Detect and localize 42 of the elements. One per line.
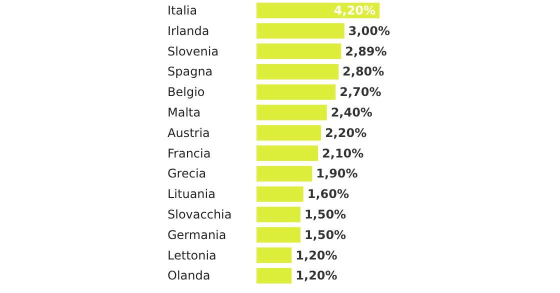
- y-tick-label: Lituania: [168, 187, 216, 202]
- y-tick-label: Irlanda: [168, 24, 210, 38]
- bar: [256, 84, 336, 100]
- y-tick-label: Slovenia: [168, 44, 219, 58]
- bar: [256, 104, 327, 120]
- data-label: 1,60%: [307, 187, 350, 202]
- data-label: 2,80%: [342, 64, 384, 79]
- y-tick-label: Belgio: [168, 85, 205, 100]
- y-tick-label: Grecia: [168, 166, 206, 181]
- bar: [256, 166, 312, 182]
- data-label: 4,20%: [334, 4, 376, 18]
- data-label: 1,50%: [304, 228, 346, 242]
- bar: [256, 206, 300, 222]
- data-label: 1,20%: [296, 248, 338, 262]
- data-label: 2,40%: [330, 106, 372, 120]
- y-tick-label: Italia: [168, 4, 198, 18]
- bar: [256, 2, 380, 18]
- data-label: 2,70%: [340, 85, 382, 100]
- y-tick-label: Austria: [168, 126, 210, 140]
- bar: [256, 186, 304, 202]
- bar: [256, 64, 339, 80]
- y-tick-label: Spagna: [168, 64, 213, 79]
- y-tick-label: Malta: [168, 106, 201, 120]
- bar: [256, 146, 318, 162]
- y-tick-label: Slovacchia: [168, 208, 232, 222]
- data-label: 2,89%: [345, 44, 387, 58]
- y-tick-label: Lettonia: [168, 248, 216, 262]
- y-tick-label: Francia: [168, 146, 211, 160]
- bar: [256, 268, 292, 284]
- data-label: 2,20%: [324, 126, 367, 140]
- data-label: 2,10%: [322, 146, 364, 160]
- bar: [256, 227, 300, 243]
- y-tick-label: Germania: [168, 228, 226, 242]
- y-tick-label: Olanda: [168, 268, 210, 283]
- bar: [256, 125, 321, 141]
- bar: [256, 44, 342, 60]
- data-label: 3,00%: [348, 24, 390, 38]
- bar: [256, 23, 344, 39]
- data-label: 1,90%: [316, 166, 358, 181]
- data-label: 1,20%: [296, 268, 338, 283]
- data-label: 1,50%: [304, 208, 346, 222]
- bar: [256, 248, 292, 264]
